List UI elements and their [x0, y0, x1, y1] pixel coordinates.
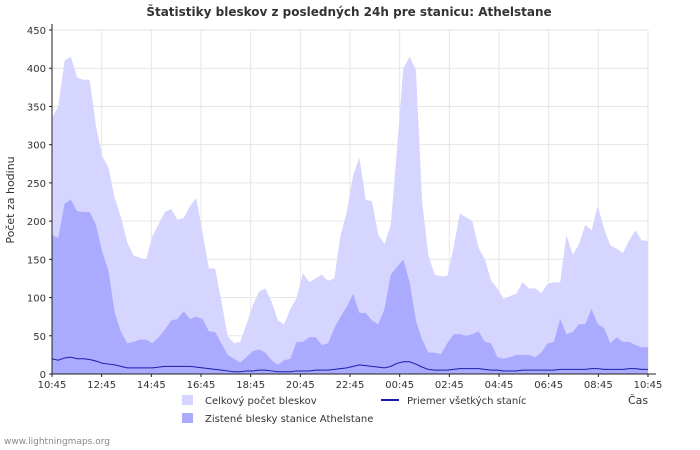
y-tick-label: 350 — [27, 102, 46, 113]
y-tick-label: 150 — [27, 255, 46, 266]
y-tick-label: 50 — [33, 332, 46, 343]
y-tick-label: 200 — [27, 217, 46, 228]
legend-label-total: Celkový počet bleskov — [205, 395, 317, 407]
legend: Celkový počet bleskov Zistené blesky sta… — [182, 395, 527, 425]
x-tick-label: 18:45 — [236, 380, 265, 391]
chart-title: Štatistiky bleskov z posledných 24h pre … — [146, 4, 551, 19]
legend-item-station[interactable]: Zistené blesky stanice Athelstane — [182, 413, 373, 425]
x-tick-label: 22:45 — [336, 380, 365, 391]
x-tick-label: 02:45 — [435, 380, 464, 391]
y-tick-label: 100 — [27, 294, 46, 305]
y-axis-label: Počet za hodinu — [4, 156, 17, 243]
legend-label-station: Zistené blesky stanice Athelstane — [205, 413, 373, 425]
axes — [49, 24, 656, 377]
x-tick-labels: 10:45 12:45 14:45 16:45 18:45 20:45 22:45 00:45… — [38, 380, 663, 391]
x-tick-label: 06:45 — [534, 380, 563, 391]
series-line-2 — [51, 356, 648, 373]
x-tick-label: 10:45 — [38, 380, 67, 391]
y-tick-label: 450 — [27, 26, 46, 37]
site-credit[interactable]: www.lightningmaps.org — [4, 437, 110, 447]
series-area-0 — [52, 56, 648, 374]
x-axis-label: Čas — [628, 394, 648, 407]
legend-swatch-total — [182, 395, 193, 405]
x-tick-label: 16:45 — [187, 380, 216, 391]
series-area-1 — [52, 199, 648, 374]
x-tick-label: 08:45 — [584, 380, 613, 391]
series-layer — [51, 56, 648, 374]
legend-label-average: Priemer všetkých staníc — [407, 395, 527, 407]
x-tick-label: 04:45 — [485, 380, 514, 391]
y-tick-label: 250 — [27, 179, 46, 190]
y-tick-label: 0 — [40, 370, 46, 381]
legend-item-total[interactable]: Celkový počet bleskov — [182, 395, 317, 407]
legend-item-average[interactable]: Priemer všetkých staníc — [381, 395, 527, 407]
x-tick-label: 10:45 — [634, 380, 663, 391]
x-tick-label: 12:45 — [87, 380, 116, 391]
legend-swatch-station — [182, 413, 193, 423]
x-tick-label: 00:45 — [385, 380, 414, 391]
x-tick-label: 20:45 — [286, 380, 315, 391]
y-tick-label: 400 — [27, 64, 46, 75]
y-tick-labels: 0 50 100 150 200 250 300 350 400 450 — [27, 26, 46, 381]
x-tick-label: 14:45 — [137, 380, 166, 391]
y-tick-label: 300 — [27, 141, 46, 152]
